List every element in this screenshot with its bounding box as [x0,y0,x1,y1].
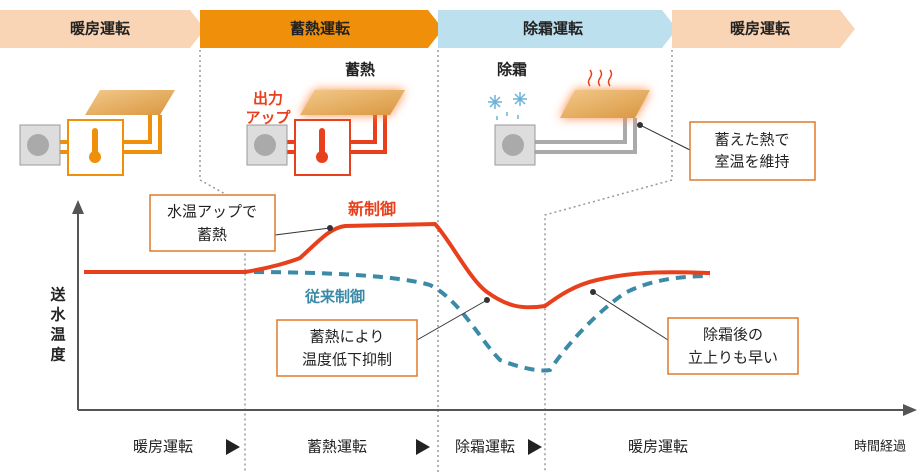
illustration-storage: 出力 アップ 蓄熱 [245,61,405,176]
phase-label: 暖房運転 [628,438,688,456]
x-label: 時間経過 [854,440,906,455]
callout-text: 蓄熱により [310,328,385,346]
y-label: 度 [50,346,66,364]
banner-segment [438,10,677,48]
phase-arrow [226,439,240,455]
callout-text: 立上りも早い [688,349,778,367]
callout-text: 蓄えた熱で [714,131,789,149]
illustration-heating [19,90,175,176]
banner-label: 除霜運転 [523,20,583,38]
callout-box [276,319,418,377]
callout-text: 除霜後の [703,326,763,344]
legend-conventional: 従来制御 [304,288,365,306]
callout-text: 蓄熱 [197,226,227,244]
banner-label: 蓄熱運転 [290,20,350,38]
leader [592,291,669,341]
phase-label: 暖房運転 [133,438,193,456]
leader [416,299,488,341]
banner: 暖房運転 蓄熱運転 除霜運転 暖房運転 [0,10,855,48]
y-label: 温 [50,326,65,344]
y-label: 送 [49,286,66,304]
callout-box [667,317,799,375]
callout-text: 水温アップで [167,203,257,221]
y-arrow [72,200,84,214]
conventional-curve [84,270,711,373]
leader [274,227,331,236]
y-label: 水 [50,306,66,324]
illustration-defrost: 除霜 [488,61,650,166]
phase-label: 除霜運転 [455,438,515,456]
separator [199,50,246,473]
callout-box [689,121,816,181]
phase-label: 蓄熱運転 [307,438,367,456]
callout-box [149,194,276,252]
banner-label: 暖房運転 [730,20,790,38]
x-arrow [903,404,917,416]
separator [544,50,673,473]
storage-label: 蓄熱 [345,61,375,79]
banner-segment [672,10,855,48]
phase-arrow [528,439,542,455]
banner-segment [200,10,443,48]
callout-text: 室温を維持 [714,153,789,171]
leader [639,124,691,151]
new-curve [84,221,711,310]
banner-label: 暖房運転 [70,20,130,38]
legend-new: 新制御 [348,200,396,219]
callout-text: 温度低下抑制 [302,351,392,369]
boost-label: 出力 [253,90,283,108]
phase-arrow [416,439,430,455]
boost-label: アップ [245,109,291,127]
defrost-label: 除霜 [497,61,527,79]
banner-segment [0,10,205,48]
